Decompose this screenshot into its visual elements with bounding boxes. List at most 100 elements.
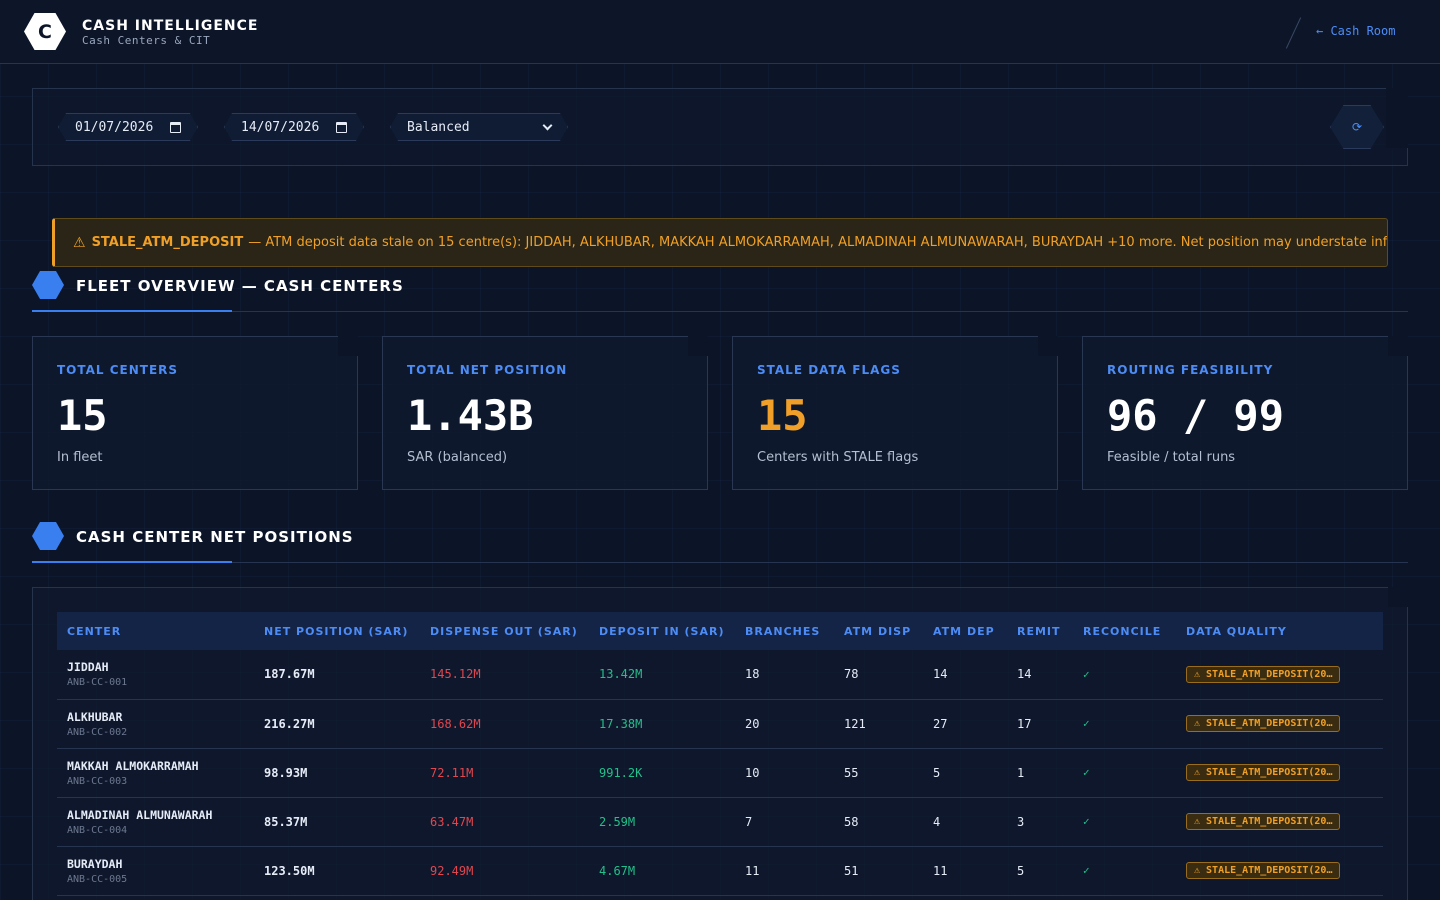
column-header[interactable]: CENTER	[67, 624, 122, 638]
center-name: ALMADINAH ALMUNAWARAH	[67, 807, 213, 822]
stat-card-value: 96 / 99	[1107, 391, 1285, 440]
dispense-out-cell: 92.49M	[430, 863, 474, 878]
start-date-value: 01/07/2026	[75, 119, 154, 135]
stat-card-total-net-position: TOTAL NET POSITION 1.43B SAR (balanced)	[382, 336, 708, 490]
atm-disp-cell: 78	[844, 667, 859, 682]
start-date-input[interactable]: 01/07/2026	[58, 113, 198, 141]
branches-cell: 11	[745, 863, 760, 878]
center-name: JIDDAH	[67, 660, 109, 675]
section-divider	[32, 311, 1408, 312]
stat-card-value: 15	[57, 391, 108, 440]
table-row[interactable]: ALMADINAH ALMUNAWARAH ANB-CC-004 85.37M 6…	[57, 797, 1383, 846]
stat-card-routing-feasibility: ROUTING FEASIBILITY 96 / 99 Feasible / t…	[1082, 336, 1408, 490]
net-position-cell: 216.27M	[264, 716, 315, 731]
dispense-out-cell: 145.12M	[430, 667, 481, 682]
calendar-icon	[170, 122, 181, 133]
net-position-cell: 85.37M	[264, 814, 308, 829]
reconcile-check-icon: ✓	[1083, 667, 1090, 681]
stat-card-stale-data-flags: STALE DATA FLAGS 15 Centers with STALE f…	[732, 336, 1058, 490]
column-header[interactable]: RECONCILE	[1083, 624, 1162, 638]
dispense-out-cell: 72.11M	[430, 765, 474, 780]
stat-card-label: STALE DATA FLAGS	[757, 363, 901, 377]
branches-cell: 7	[745, 814, 753, 829]
atm-disp-cell: 51	[844, 863, 859, 878]
remit-cell: 14	[1017, 667, 1032, 682]
app-title: CASH INTELLIGENCE	[82, 18, 259, 34]
table-row[interactable]: ALKHUBAR ANB-CC-002 216.27M 168.62M 17.38…	[57, 699, 1383, 748]
center-name: MAKKAH ALMOKARRAMAH	[67, 758, 199, 773]
branches-cell: 20	[745, 716, 760, 731]
header-divider	[1285, 17, 1302, 49]
reconcile-check-icon: ✓	[1083, 815, 1090, 828]
deposit-in-cell: 4.67M	[599, 863, 636, 878]
table-row[interactable]: MAKKAH ALMOKARRAMAH ANB-CC-003 98.93M 72.…	[57, 748, 1383, 797]
atm-dep-cell: 11	[933, 863, 948, 878]
net-positions-title: CASH CENTER NET POSITIONS	[76, 528, 354, 546]
deposit-in-cell: 2.59M	[599, 814, 636, 829]
column-header[interactable]: ATM DEP	[933, 624, 995, 638]
section-divider	[32, 562, 1408, 563]
section-accent-bar	[32, 561, 232, 563]
table-row[interactable]: JIDDAH ANB-CC-001 187.67M 145.12M 13.42M …	[57, 650, 1383, 699]
center-name: ALKHUBAR	[67, 709, 123, 724]
branches-cell: 10	[745, 765, 760, 780]
column-header[interactable]: DEPOSIT IN (SAR)	[599, 624, 725, 638]
atm-dep-cell: 4	[933, 814, 941, 829]
stat-card-caption: Feasible / total runs	[1107, 450, 1236, 465]
cash-room-back-link[interactable]: ← Cash Room	[1316, 24, 1396, 38]
data-quality-cell: ⚠ STALE_ATM_DEPOSIT(20…	[1176, 797, 1383, 846]
end-date-value: 14/07/2026	[241, 119, 320, 135]
deposit-in-cell: 991.2K	[599, 765, 643, 780]
atm-disp-cell: 121	[844, 716, 866, 731]
net-position-cell: 187.67M	[264, 667, 315, 682]
stale-flag-badge: ⚠ STALE_ATM_DEPOSIT(20…	[1186, 715, 1341, 732]
atm-dep-cell: 27	[933, 716, 948, 731]
stat-card-label: TOTAL NET POSITION	[407, 363, 568, 377]
atm-dep-cell: 5	[933, 765, 941, 780]
atm-disp-cell: 58	[844, 814, 859, 829]
warning-icon: ⚠	[73, 234, 86, 251]
end-date-input[interactable]: 14/07/2026	[224, 113, 364, 141]
table-header-row: CENTER NET POSITION (SAR) DISPENSE OUT (…	[57, 612, 1383, 650]
remit-cell: 1	[1017, 765, 1025, 780]
net-position-cell: 98.93M	[264, 765, 308, 780]
center-code: ANB-CC-004	[67, 824, 128, 836]
center-name: BURAYDAH	[67, 856, 123, 871]
data-quality-cell: ⚠ STALE_ATM_DEPOSIT(20…	[1176, 699, 1383, 748]
deposit-in-cell: 17.38M	[599, 716, 643, 731]
app-logo: C	[24, 13, 66, 50]
fleet-overview-title: FLEET OVERVIEW — CASH CENTERS	[76, 277, 404, 295]
deposit-in-cell: 13.42M	[599, 667, 643, 682]
data-quality-cell: ⚠ STALE_ATM_DEPOSIT(20…	[1176, 650, 1383, 699]
table-row[interactable]: BURAYDAH ANB-CC-005 123.50M 92.49M 4.67M …	[57, 846, 1383, 895]
net-positions-panel	[32, 587, 1408, 900]
column-header[interactable]: ATM DISP	[844, 624, 912, 638]
branches-cell: 18	[745, 667, 760, 682]
section-hex-icon	[32, 271, 64, 299]
column-header[interactable]: BRANCHES	[745, 624, 821, 638]
data-quality-cell: ⚠ STALE_ATM_DEPOSIT(20…	[1176, 846, 1383, 895]
section-hex-icon	[32, 522, 64, 550]
column-header[interactable]: NET POSITION (SAR)	[264, 624, 409, 638]
column-header[interactable]: DATA QUALITY	[1186, 624, 1287, 638]
stale-flag-badge: ⚠ STALE_ATM_DEPOSIT(20…	[1186, 862, 1341, 879]
stat-card-caption: Centers with STALE flags	[757, 450, 919, 465]
stat-card-label: TOTAL CENTERS	[57, 363, 179, 377]
stale-flag-badge: ⚠ STALE_ATM_DEPOSIT(20…	[1186, 813, 1341, 830]
top-bar: C CASH INTELLIGENCE Cash Centers & CIT ←…	[0, 0, 1440, 64]
column-header[interactable]: DISPENSE OUT (SAR)	[430, 624, 578, 638]
center-cell: ALMADINAH ALMUNAWARAH ANB-CC-004	[57, 797, 254, 846]
atm-disp-cell: 55	[844, 765, 859, 780]
stale-data-alert: ⚠ STALE_ATM_DEPOSIT — ATM deposit data s…	[52, 218, 1388, 267]
net-positions-table: CENTER NET POSITION (SAR) DISPENSE OUT (…	[57, 612, 1383, 896]
mode-select[interactable]: Balanced	[390, 113, 568, 141]
stat-card-value: 15	[757, 391, 808, 440]
remit-cell: 3	[1017, 814, 1025, 829]
net-position-cell: 123.50M	[264, 863, 315, 878]
column-header[interactable]: REMIT	[1017, 624, 1061, 638]
alert-message: — ATM deposit data stale on 15 centre(s)…	[248, 235, 1388, 250]
calendar-icon	[336, 122, 347, 133]
center-code: ANB-CC-003	[67, 775, 128, 787]
reconcile-check-icon: ✓	[1083, 766, 1090, 779]
stat-card-label: ROUTING FEASIBILITY	[1107, 363, 1274, 377]
